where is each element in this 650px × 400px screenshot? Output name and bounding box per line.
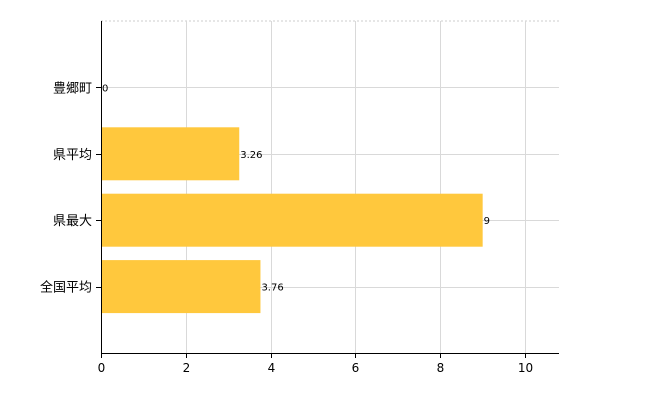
bar xyxy=(101,127,240,181)
category-label: 県平均 xyxy=(53,148,92,163)
bar xyxy=(101,260,261,314)
data-label: 9 xyxy=(484,216,490,227)
x-tick-label: 2 xyxy=(183,361,191,375)
x-tick-label: 10 xyxy=(518,361,533,375)
x-tick-label: 0 xyxy=(98,361,106,375)
x-tick-label: 8 xyxy=(437,361,445,375)
bar-layer xyxy=(101,127,483,314)
category-label: 全国平均 xyxy=(40,280,92,296)
x-tick-label: 4 xyxy=(268,361,276,375)
category-label: 豊郷町 xyxy=(53,81,92,96)
axis-layer xyxy=(96,21,559,358)
label-layer: 0 2 4 6 8 10 豊郷町 0 県平均 3.26 県最大 9 全国平均 3.76 xyxy=(40,81,533,375)
data-label: 3.76 xyxy=(261,283,283,294)
data-label: 3.26 xyxy=(240,150,262,161)
data-label: 0 xyxy=(102,83,108,94)
bar xyxy=(101,193,483,247)
category-label: 県最大 xyxy=(53,214,92,229)
x-tick-label: 6 xyxy=(352,361,360,375)
